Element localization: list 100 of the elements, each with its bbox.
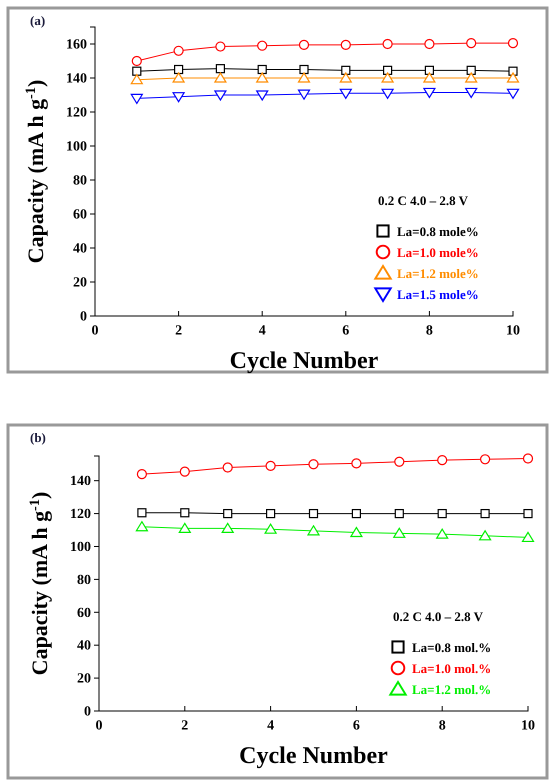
point xyxy=(256,90,268,101)
point xyxy=(298,90,310,100)
y-tick-label: 140 xyxy=(70,474,91,490)
y-tick-label: 80 xyxy=(77,572,91,588)
point xyxy=(223,508,232,518)
legend-label: La=1.0 mole% xyxy=(397,245,479,260)
legend-label: La=1.2 mole% xyxy=(397,266,479,281)
point xyxy=(394,508,404,518)
legend-label: La=1.2 mol.% xyxy=(412,682,492,697)
x-tick-label: 4 xyxy=(267,718,274,734)
point xyxy=(508,66,518,76)
point xyxy=(258,64,267,74)
point xyxy=(522,453,534,464)
point xyxy=(508,38,518,48)
point xyxy=(382,88,394,99)
point xyxy=(136,521,148,532)
point xyxy=(257,40,268,51)
point xyxy=(178,522,191,533)
point xyxy=(266,460,276,471)
point xyxy=(216,64,225,74)
point xyxy=(299,64,309,74)
x-tick-label: 10 xyxy=(506,323,520,338)
point xyxy=(382,72,394,83)
x-tick-label: 8 xyxy=(438,718,446,734)
point xyxy=(465,72,478,83)
legend-label: La=0.8 mol.% xyxy=(412,640,492,655)
point xyxy=(383,66,392,75)
point xyxy=(174,64,184,74)
point xyxy=(222,462,233,473)
point xyxy=(437,455,448,466)
point xyxy=(506,72,520,83)
point xyxy=(180,466,190,477)
point xyxy=(174,46,184,56)
point xyxy=(256,72,268,83)
point xyxy=(130,94,143,104)
point xyxy=(394,456,404,467)
point xyxy=(222,522,234,533)
legend-label: La=1.5 mole% xyxy=(397,287,479,302)
x-tick-label: 8 xyxy=(426,323,433,338)
point xyxy=(266,508,276,518)
x-axis-title: Cycle Number xyxy=(239,743,388,769)
y-tick-label: 0 xyxy=(84,704,91,720)
point xyxy=(522,532,534,542)
point xyxy=(424,38,434,50)
point xyxy=(215,41,226,52)
y-tick-label: 60 xyxy=(73,207,87,222)
point xyxy=(382,38,393,50)
point xyxy=(523,508,533,518)
point xyxy=(214,72,226,83)
y-tick-label: 120 xyxy=(70,507,91,522)
y-tick-label: 0 xyxy=(80,309,87,324)
point xyxy=(341,66,350,75)
point xyxy=(480,508,490,518)
y-tick-label: 60 xyxy=(77,606,91,621)
point xyxy=(423,72,436,83)
point xyxy=(298,72,310,83)
point xyxy=(340,40,351,50)
point xyxy=(424,66,434,75)
point xyxy=(298,40,310,50)
point xyxy=(436,528,448,539)
point xyxy=(351,458,362,469)
x-axis-title: Cycle Number xyxy=(230,348,379,374)
point xyxy=(307,525,320,536)
point xyxy=(393,528,406,538)
y-tick-label: 80 xyxy=(73,173,87,188)
point xyxy=(132,66,142,76)
point xyxy=(132,56,142,66)
point xyxy=(438,508,447,518)
point xyxy=(340,72,352,83)
x-tick-label: 6 xyxy=(352,718,360,734)
point xyxy=(308,459,319,470)
legend-label: La=0.8 mole% xyxy=(397,224,479,239)
point xyxy=(172,92,185,102)
point xyxy=(136,468,147,480)
x-tick-label: 2 xyxy=(175,323,182,338)
point xyxy=(466,66,476,75)
point xyxy=(130,74,143,84)
y-tick-label: 120 xyxy=(66,105,87,120)
point xyxy=(479,530,492,540)
point xyxy=(352,508,361,518)
annotation: 0.2 C 4.0 – 2.8 V xyxy=(393,609,484,624)
chart-title: (a) xyxy=(30,13,46,28)
y-tick-label: 40 xyxy=(77,638,91,654)
y-tick-label: 160 xyxy=(66,37,87,52)
point xyxy=(180,508,190,518)
point xyxy=(506,88,520,99)
y-tick-label: 140 xyxy=(66,71,87,86)
legend-label: La=1.0 mol.% xyxy=(412,661,492,676)
y-tick-label: 40 xyxy=(73,241,87,256)
annotation: 0.2 C 4.0 – 2.8 V xyxy=(378,193,469,208)
point xyxy=(214,90,226,101)
x-tick-label: 4 xyxy=(258,323,266,338)
point xyxy=(340,88,352,99)
x-tick-label: 6 xyxy=(342,323,350,338)
point xyxy=(465,88,478,98)
y-tick-label: 20 xyxy=(73,275,87,290)
point xyxy=(350,526,362,538)
x-tick-label: 0 xyxy=(96,718,102,734)
point xyxy=(308,508,318,518)
y-tick-label: 20 xyxy=(77,672,91,687)
